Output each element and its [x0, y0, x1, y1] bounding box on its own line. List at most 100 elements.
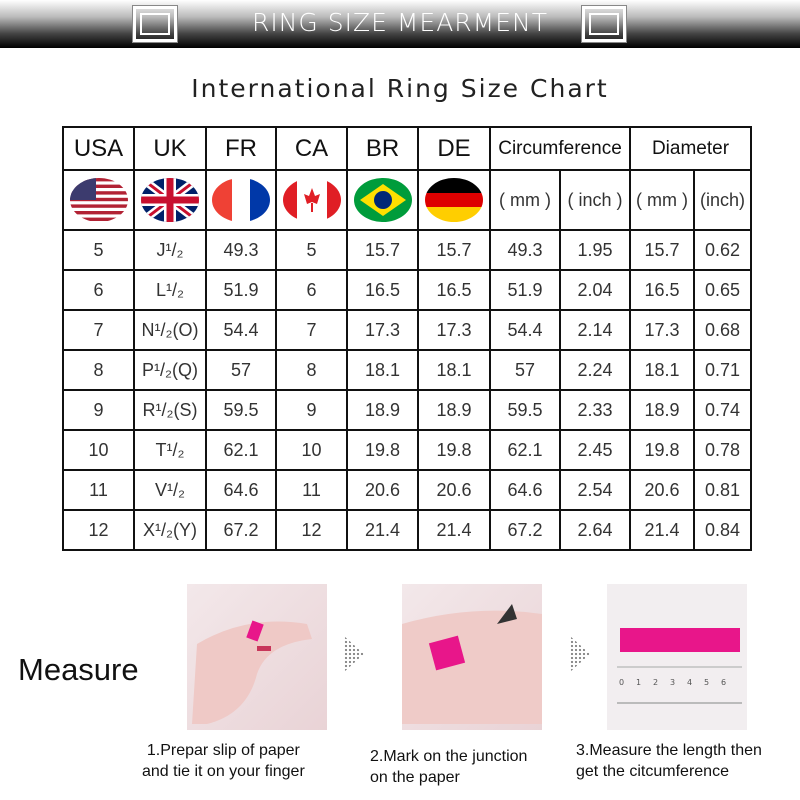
header-row: USA UK FR CA BR DE Circumference Diameter	[62, 126, 752, 171]
table-cell: 15.7	[346, 229, 419, 271]
table-cell: 6	[275, 269, 348, 311]
table-cell: P¹/₂(Q)	[133, 349, 207, 391]
table-cell: 19.8	[417, 429, 491, 471]
table-row: 5 J¹/₂ 49.3 5 15.7 15.7 49.3 1.95 15.7 0.62	[62, 229, 752, 271]
table-cell: 16.5	[629, 269, 695, 311]
table-cell: 16.5	[346, 269, 419, 311]
table-row: 11 V¹/₂ 64.6 11 20.6 20.6 64.6 2.54 20.6 0.81	[62, 469, 752, 511]
table-cell: 54.4	[489, 309, 561, 351]
measure-label: Measure	[18, 652, 139, 687]
table-cell: 9	[275, 389, 348, 431]
column-header: CA	[275, 126, 348, 171]
arrow-icon	[344, 636, 364, 672]
table-row: 6 L¹/₂ 51.9 6 16.5 16.5 51.9 2.04 16.5 0.65	[62, 269, 752, 311]
column-header: Circumference	[489, 126, 631, 171]
table-cell: 0.78	[693, 429, 752, 471]
table-cell: 20.6	[629, 469, 695, 511]
table-cell: 0.81	[693, 469, 752, 511]
table-cell: 0.65	[693, 269, 752, 311]
step-3-photo: 0 1 2 3 4 5 6	[607, 584, 747, 730]
flag-cell	[62, 169, 135, 231]
step-3-caption: 3.Measure the length then get the citcumf…	[576, 740, 762, 782]
table-row: 12 X¹/₂(Y) 67.2 12 21.4 21.4 67.2 2.64 21.4 0.84	[62, 509, 752, 551]
ring-size-table: USA UK FR CA BR DE Circumference Diameter( mm )…	[62, 126, 752, 551]
step-2-photo	[402, 584, 542, 730]
table-cell: 8	[62, 349, 135, 391]
frame-icon	[581, 5, 627, 43]
table-cell: 67.2	[205, 509, 277, 551]
caption-line: get the citcumference	[576, 763, 729, 780]
table-cell: 2.04	[559, 269, 631, 311]
frame-icon	[132, 5, 178, 43]
table-row: 10 T¹/₂ 62.1 10 19.8 19.8 62.1 2.45 19.8 0.78	[62, 429, 752, 471]
caption-line: on the paper	[370, 769, 460, 786]
table-cell: 18.1	[417, 349, 491, 391]
table-cell: 64.6	[205, 469, 277, 511]
table-cell: 5	[62, 229, 135, 271]
table-cell: J¹/₂	[133, 229, 207, 271]
uk-flag-icon	[141, 178, 199, 222]
arrow-icon	[570, 636, 590, 672]
column-header: UK	[133, 126, 207, 171]
table-cell: 54.4	[205, 309, 277, 351]
table-cell: 18.1	[629, 349, 695, 391]
table-cell: 21.4	[629, 509, 695, 551]
table-row: 8 P¹/₂(Q) 57 8 18.1 18.1 57 2.24 18.1 0.71	[62, 349, 752, 391]
flag-cell	[275, 169, 348, 231]
france-flag-icon	[212, 178, 270, 222]
table-cell: 49.3	[489, 229, 561, 271]
table-cell: 15.7	[629, 229, 695, 271]
table-cell: 62.1	[205, 429, 277, 471]
table-cell: L¹/₂	[133, 269, 207, 311]
table-cell: 20.6	[417, 469, 491, 511]
table-cell: 67.2	[489, 509, 561, 551]
table-cell: 19.8	[629, 429, 695, 471]
ruler-tick-label: 1	[636, 678, 642, 687]
table-cell: 57	[205, 349, 277, 391]
table-cell: 12	[275, 509, 348, 551]
table-row: 9 R¹/₂(S) 59.5 9 18.9 18.9 59.5 2.33 18.9 0.74	[62, 389, 752, 431]
table-cell: 19.8	[346, 429, 419, 471]
table-cell: 2.54	[559, 469, 631, 511]
usa-flag-icon	[69, 178, 128, 222]
unit-label: ( mm )	[489, 169, 561, 231]
table-cell: 12	[62, 509, 135, 551]
table-cell: 2.24	[559, 349, 631, 391]
column-header: BR	[346, 126, 419, 171]
table-cell: 10	[275, 429, 348, 471]
table-cell: 20.6	[346, 469, 419, 511]
table-cell: 21.4	[346, 509, 419, 551]
ruler-tick-label: 4	[687, 678, 693, 687]
table-cell: 18.9	[417, 389, 491, 431]
table-cell: 0.84	[693, 509, 752, 551]
table-cell: 59.5	[205, 389, 277, 431]
table-cell: 1.95	[559, 229, 631, 271]
table-cell: 16.5	[417, 269, 491, 311]
chart-title: International Ring Size Chart	[191, 74, 609, 103]
table-cell: 18.9	[629, 389, 695, 431]
table-cell: 17.3	[417, 309, 491, 351]
banner: RING SIZE MEARMENT	[0, 0, 800, 48]
table-cell: 51.9	[489, 269, 561, 311]
table-cell: 2.14	[559, 309, 631, 351]
ruler-tick-label: 5	[704, 678, 710, 687]
table-cell: 11	[62, 469, 135, 511]
table-cell: 0.62	[693, 229, 752, 271]
step-1-photo	[187, 584, 327, 730]
ruler-tick-label: 3	[670, 678, 676, 687]
caption-line: 3.Measure the length then	[576, 742, 762, 759]
table-cell: 18.9	[346, 389, 419, 431]
caption-line: 2.Mark on the junction	[370, 748, 528, 765]
table-cell: 49.3	[205, 229, 277, 271]
paper-strip	[620, 628, 740, 652]
table-cell: N¹/₂(O)	[133, 309, 207, 351]
caption-line: and tie it on your finger	[142, 763, 305, 780]
column-header: USA	[62, 126, 135, 171]
table-cell: X¹/₂(Y)	[133, 509, 207, 551]
step-1-caption: 1.Prepar slip of paper and tie it on your…	[142, 740, 305, 782]
ruler-tick-label: 6	[721, 678, 727, 687]
ruler: 0 1 2 3 4 5 6	[617, 666, 742, 704]
table-cell: 9	[62, 389, 135, 431]
column-header: FR	[205, 126, 277, 171]
unit-label: (inch)	[693, 169, 752, 231]
